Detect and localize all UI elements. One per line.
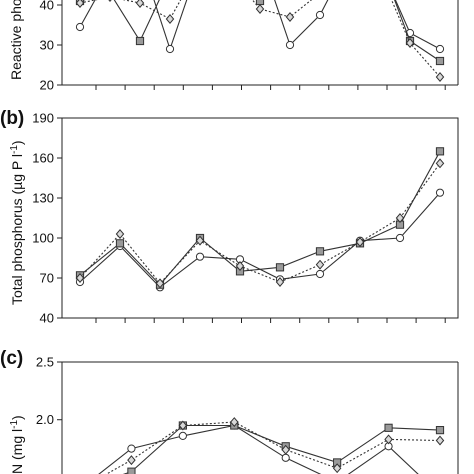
panel-c-ylabel: N (mg l-1) (9, 415, 26, 474)
panel-b-point-square (315, 247, 325, 256)
panel-b-label: (b) (0, 108, 24, 129)
panel-a-ytick-label: 30 (40, 38, 54, 53)
panel-b-point-circle (195, 252, 205, 261)
panel-c-ylabel-end: ) (9, 415, 25, 420)
panel-b-point-diamond (395, 213, 405, 223)
panel-b-ylabel-end: ) (9, 140, 25, 145)
panel-a-ytick-label: 40 (40, 0, 54, 13)
panel-c-point-square (435, 426, 445, 435)
panel-b-ylabel-sup: -1 (9, 145, 20, 154)
panel-c-series-line-circle (98, 424, 419, 474)
panel-a-ylabel: Reactive phos (8, 0, 24, 80)
panel-a: 20 30 40 Reactive phos (8, 0, 459, 93)
panel-c-point-square (127, 467, 136, 474)
panel-a-point-diamond (108, 0, 112, 2)
panel-c-point-circle (281, 453, 290, 462)
panel-b-point-diamond (275, 277, 285, 287)
panel-b-ytick-label: 100 (32, 231, 54, 246)
panel-b-ytick-label: 160 (32, 151, 54, 166)
panel-a-point-diamond (285, 12, 295, 22)
panel-b-point-square (435, 147, 445, 156)
panel-a-point-diamond (135, 0, 145, 8)
panel-b-ytick-label: 190 (32, 111, 54, 126)
panel-b: (b) 40 70 100 130 160 190 Total phosphorus (µ… (0, 108, 459, 326)
panel-a-point-square (255, 0, 265, 6)
panel-a-point-square (135, 36, 145, 46)
panel-b-point-circle (315, 269, 325, 279)
panel-b-ytick-label: 40 (40, 311, 54, 326)
panel-b-series-line-circle (79, 192, 441, 289)
panel-c-point-diamond (230, 417, 239, 428)
panel-a-point-circle (75, 22, 85, 32)
panel-c-point-diamond (435, 435, 445, 446)
panel-b-point-diamond (355, 237, 365, 247)
panel-a-point-diamond (435, 72, 445, 82)
panel-a-point-square (435, 56, 445, 66)
panel-b-point-diamond (75, 273, 85, 283)
panel-c: (c) 2.0 2.5 N (mg l-1) (0, 348, 459, 474)
panel-c-label: (c) (0, 348, 23, 369)
panel-b-point-diamond (435, 158, 445, 169)
panel-b-point-diamond (115, 229, 125, 239)
panel-a-point-diamond (75, 0, 85, 8)
panel-b-point-square (275, 263, 285, 272)
panel-b-point-square (115, 239, 125, 248)
panel-c-ytick-label: 2.5 (36, 355, 54, 370)
panel-c-point-diamond (127, 455, 136, 466)
panel-c-point-diamond (384, 434, 393, 445)
panel-a-point-circle (435, 44, 445, 54)
panel-a-point-circle (315, 10, 325, 20)
panel-c-point-circle (127, 444, 136, 453)
panel-a-point-circle (285, 40, 295, 50)
panel-c-point-circle (178, 431, 187, 440)
panel-a-ytick-label: 20 (40, 78, 54, 93)
panel-a-point-circle (165, 44, 175, 54)
panel-b-point-circle (395, 233, 405, 243)
panel-b-ylabel-text: Total phosphorus (µg P l (9, 154, 25, 305)
panel-c-point-diamond (178, 420, 188, 431)
panel-b-point-diamond (195, 235, 205, 246)
panel-b-ytick-label: 130 (32, 191, 54, 206)
panel-c-point-diamond (281, 444, 290, 455)
panel-b-series-line-diamond (79, 162, 441, 285)
panel-b-ylabel: Total phosphorus (µg P l-1) (9, 140, 26, 305)
panel-b-point-diamond (315, 259, 325, 270)
panel-c-ylabel-text: N (mg l (9, 429, 25, 474)
panel-a-point-diamond (165, 14, 175, 24)
panel-b-point-diamond (155, 278, 165, 289)
panel-c-ylabel-sup: -1 (9, 420, 20, 429)
panel-c-series-line-diamond (105, 421, 441, 474)
panel-b-point-diamond (235, 261, 245, 271)
panel-a-point-diamond (405, 38, 415, 48)
panel-b-series-line-square (79, 151, 441, 286)
panel-c-point-square (384, 423, 393, 432)
panel-b-point-circle (435, 188, 445, 197)
panel-b-frame (61, 117, 459, 319)
panel-b-ytick-label: 70 (40, 271, 54, 286)
panel-c-point-diamond (332, 463, 342, 474)
panel-c-ytick-label: 2.0 (36, 412, 54, 427)
panel-a-point-diamond (255, 4, 265, 14)
